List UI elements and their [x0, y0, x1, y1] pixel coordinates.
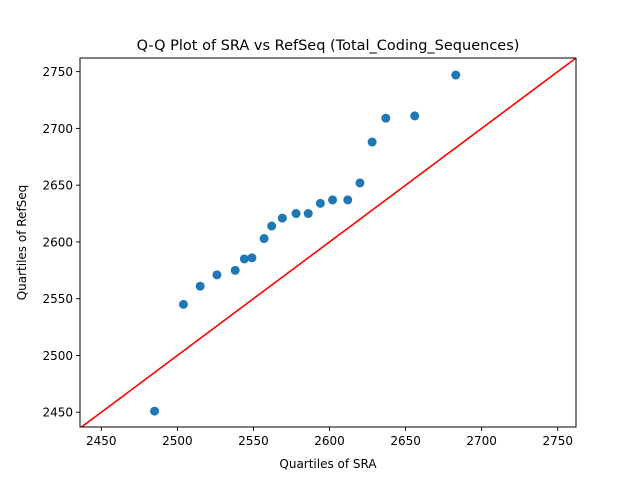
- y-tick-label: 2650: [42, 179, 73, 193]
- data-point-19: [410, 111, 420, 121]
- x-tick-label: 2550: [238, 434, 269, 448]
- x-tick-label: 2500: [162, 434, 193, 448]
- y-tick-label: 2550: [42, 292, 73, 306]
- x-axis: 2450 2500 2550 2600 2650 2700 2750: [86, 427, 573, 448]
- plot-area: [79, 57, 577, 428]
- data-point-12: [303, 209, 313, 219]
- y-tick-label: 2500: [42, 349, 73, 363]
- y-axis-label: Quartiles of RefSeq: [15, 185, 29, 301]
- data-point-8: [259, 234, 269, 244]
- data-point-5: [230, 265, 240, 275]
- data-point-18: [381, 113, 391, 123]
- x-tick-label: 2700: [466, 434, 497, 448]
- data-point-3: [195, 281, 205, 291]
- data-point-10: [277, 213, 287, 223]
- y-tick-label: 2600: [42, 235, 73, 249]
- data-point-4: [212, 270, 222, 280]
- y-tick-label: 2700: [42, 122, 73, 136]
- data-point-11: [291, 209, 301, 219]
- x-tick-label: 2750: [542, 434, 573, 448]
- data-point-17: [367, 137, 377, 147]
- y-tick-label: 2450: [42, 406, 73, 420]
- chart-title: Q-Q Plot of SRA vs RefSeq (Total_Coding_…: [137, 38, 520, 54]
- data-point-16: [355, 178, 365, 188]
- x-tick-label: 2450: [86, 434, 117, 448]
- data-point-15: [343, 195, 353, 205]
- x-axis-label: Quartiles of SRA: [279, 457, 377, 471]
- y-axis: 2450 2500 2550 2600 2650 2700 2750: [42, 65, 80, 420]
- y-tick-label: 2750: [42, 65, 73, 79]
- x-tick-label: 2600: [314, 434, 345, 448]
- data-point-2: [178, 299, 188, 309]
- data-point-7: [247, 253, 257, 263]
- data-point-1: [150, 406, 160, 416]
- axes-frame: [79, 57, 577, 428]
- x-tick-label: 2650: [390, 434, 421, 448]
- data-point-13: [315, 198, 325, 208]
- data-point-9: [267, 221, 277, 231]
- data-point-14: [328, 195, 338, 205]
- data-point-6: [239, 254, 249, 264]
- reference-line: [80, 58, 576, 427]
- data-point-20: [451, 70, 461, 80]
